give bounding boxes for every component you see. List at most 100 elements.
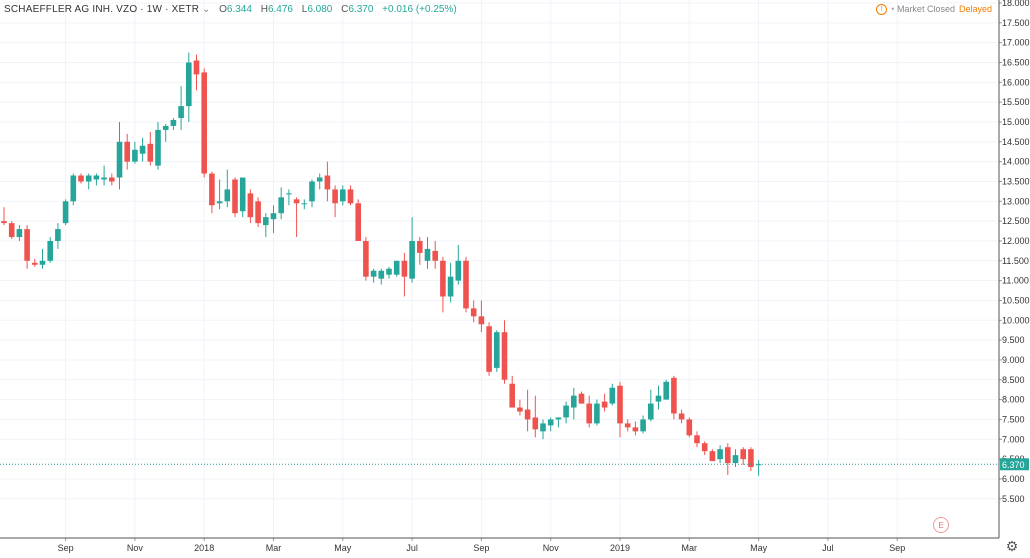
candle[interactable] [132, 141, 138, 164]
candle[interactable] [748, 447, 754, 472]
candle[interactable] [617, 381, 623, 438]
candle[interactable] [55, 223, 61, 249]
gear-icon[interactable]: ⚙ [1005, 538, 1019, 554]
candle[interactable] [701, 441, 708, 456]
candle[interactable] [78, 173, 84, 184]
candle[interactable] [648, 389, 654, 422]
candle[interactable] [563, 401, 569, 424]
candle[interactable] [378, 268, 385, 285]
candle[interactable] [424, 237, 431, 269]
candle[interactable] [709, 449, 716, 462]
candle[interactable] [186, 52, 192, 122]
candle[interactable] [547, 417, 554, 432]
candle[interactable] [363, 237, 369, 281]
candle[interactable] [201, 68, 207, 178]
candle[interactable] [347, 185, 354, 206]
candle[interactable] [432, 240, 438, 269]
candle[interactable] [717, 445, 723, 464]
candle[interactable] [725, 443, 731, 475]
candle[interactable] [509, 375, 515, 408]
candle[interactable] [209, 171, 215, 214]
candle[interactable] [332, 185, 338, 218]
candle[interactable] [109, 173, 115, 186]
candle[interactable] [47, 237, 53, 263]
market-status[interactable]: ! • Market Closed Delayed [876, 4, 992, 16]
candle[interactable] [370, 268, 377, 283]
candle[interactable] [517, 399, 523, 416]
candle[interactable] [494, 330, 500, 372]
candle[interactable] [155, 121, 161, 170]
symbol-title[interactable]: SCHAEFFLER AG INH. VZO · 1W · XETR [4, 4, 200, 15]
candle[interactable] [671, 375, 677, 420]
candle[interactable] [39, 248, 46, 269]
candle[interactable] [178, 86, 184, 130]
candle[interactable] [85, 173, 92, 190]
candle[interactable] [447, 262, 454, 303]
candle[interactable] [393, 260, 400, 277]
earnings-circle[interactable] [933, 517, 949, 533]
candle[interactable] [309, 179, 315, 208]
candle[interactable] [663, 379, 669, 400]
candle[interactable] [486, 322, 492, 376]
candle[interactable] [532, 395, 539, 438]
candle[interactable] [124, 133, 130, 170]
candle[interactable] [455, 244, 462, 285]
candle[interactable] [101, 165, 107, 186]
candle[interactable] [270, 205, 277, 234]
candle[interactable] [224, 169, 231, 208]
candle[interactable] [586, 395, 592, 428]
candle[interactable] [540, 419, 546, 440]
candle[interactable] [470, 300, 477, 323]
candle[interactable] [478, 300, 485, 333]
candle[interactable] [170, 118, 177, 130]
candle[interactable] [640, 415, 646, 434]
candle[interactable] [116, 121, 123, 190]
candle[interactable] [147, 131, 154, 166]
candle[interactable] [324, 161, 331, 202]
candle[interactable] [247, 189, 254, 224]
candle[interactable] [609, 383, 616, 406]
candle[interactable] [386, 266, 392, 279]
candle[interactable] [278, 187, 284, 220]
candle[interactable] [624, 419, 631, 432]
candle[interactable] [524, 389, 531, 432]
candle[interactable] [93, 173, 100, 186]
candle[interactable] [440, 256, 446, 313]
candle[interactable] [678, 409, 685, 424]
candle[interactable] [655, 385, 662, 410]
candle[interactable] [255, 197, 261, 228]
candle[interactable] [555, 417, 562, 428]
candle[interactable] [70, 173, 77, 206]
candle[interactable] [594, 399, 600, 426]
candle[interactable] [232, 177, 238, 218]
candle[interactable] [417, 237, 423, 265]
candle[interactable] [694, 431, 700, 448]
candle[interactable] [409, 217, 415, 283]
candle[interactable] [216, 179, 223, 210]
candle[interactable] [463, 256, 469, 313]
candle[interactable] [193, 54, 200, 91]
candle[interactable] [263, 213, 269, 238]
candle[interactable] [632, 421, 639, 436]
candle[interactable] [286, 189, 292, 206]
candle[interactable] [601, 393, 608, 412]
chevron-down-icon[interactable]: ⌄ [201, 4, 211, 15]
candle[interactable] [162, 123, 169, 142]
candle[interactable] [62, 199, 69, 226]
candle[interactable] [755, 460, 762, 476]
candle[interactable] [293, 197, 300, 238]
candle[interactable] [316, 173, 323, 190]
candle[interactable] [578, 391, 585, 404]
candle[interactable] [239, 177, 246, 218]
candle[interactable] [355, 199, 361, 241]
candle[interactable] [32, 258, 38, 267]
candle[interactable] [139, 137, 146, 162]
candle[interactable] [24, 225, 30, 269]
candle[interactable] [340, 185, 346, 206]
candle[interactable] [301, 199, 308, 210]
candle[interactable] [686, 417, 693, 438]
candle[interactable] [501, 320, 508, 384]
candle[interactable] [8, 221, 15, 239]
candle[interactable] [1, 207, 7, 226]
